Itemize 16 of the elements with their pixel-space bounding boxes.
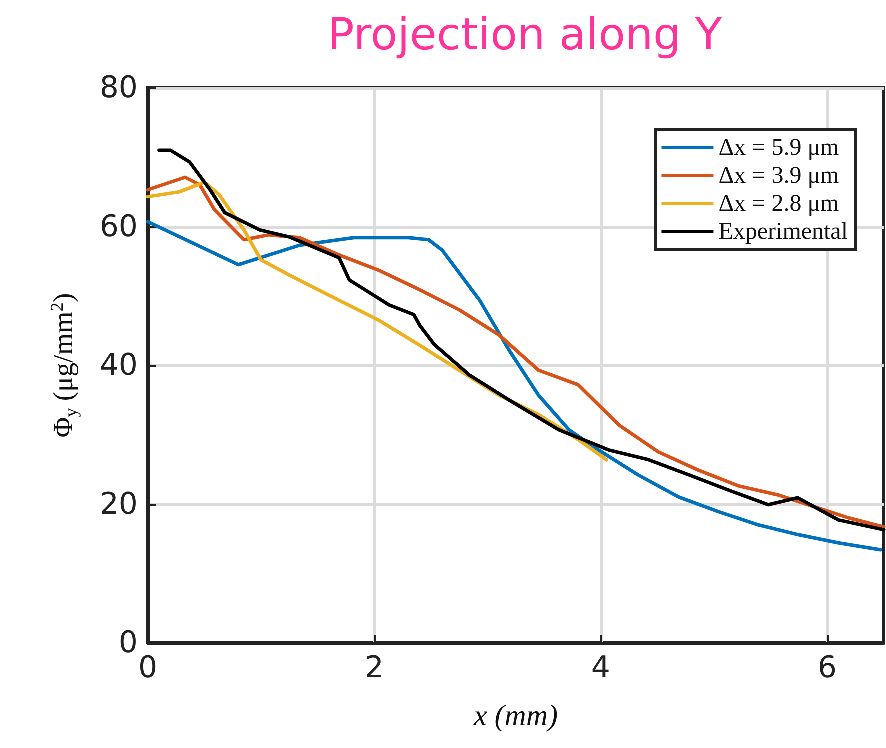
x-axis-title: x (mm)	[472, 700, 558, 732]
y-tick-label: 20	[100, 486, 138, 522]
x-tick-label: 6	[818, 650, 837, 686]
legend-label: Experimental	[718, 219, 848, 245]
y-tick-label: 0	[118, 626, 138, 660]
y-tick-label: 80	[100, 70, 138, 106]
y-tick-label: 60	[100, 209, 138, 244]
legend-label: Δx = 5.9 μm	[718, 135, 840, 161]
x-tick-label: 4	[591, 650, 610, 686]
y-tick-label: 40	[100, 348, 138, 383]
y-axis-title: Φy (μg/mm2)	[47, 293, 81, 438]
legend-label: Δx = 3.9 μm	[718, 163, 840, 189]
line-series	[146, 220, 882, 552]
x-tick-label: 2	[364, 650, 384, 686]
chart-title: Projection along Y	[328, 10, 722, 60]
legend-label: Δx = 2.8 μm	[718, 191, 840, 217]
